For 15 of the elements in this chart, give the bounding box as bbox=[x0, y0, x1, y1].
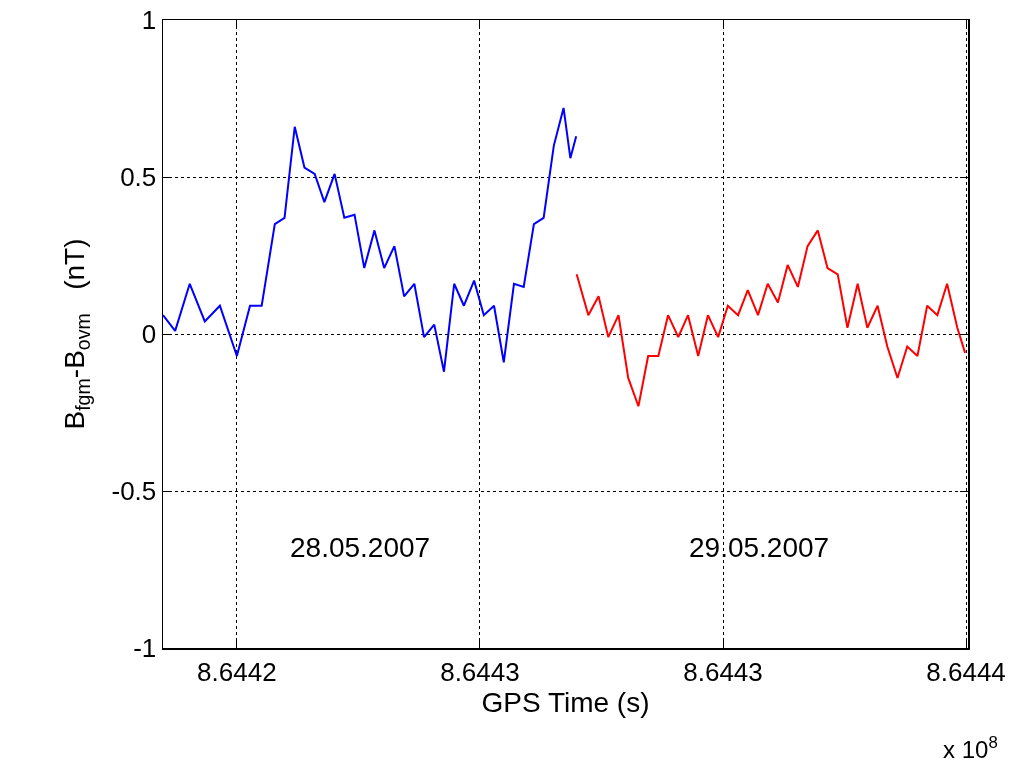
line-series bbox=[575, 229, 967, 408]
y-tick-label: -1 bbox=[133, 633, 157, 664]
line-series bbox=[163, 106, 578, 373]
x-tick-label: 8.6443 bbox=[440, 656, 520, 687]
y-tick-label: -0.5 bbox=[111, 476, 157, 507]
y-tick-label: 0 bbox=[141, 319, 157, 350]
annotation: 29.05.2007 bbox=[689, 532, 830, 563]
x-tick-label: 8.6443 bbox=[683, 656, 763, 687]
text: x 10$^{8}$ bbox=[943, 733, 998, 764]
x-tick-label: 8.6442 bbox=[197, 656, 277, 687]
y-tick-label: 0.5 bbox=[120, 162, 157, 193]
x-tick-label: 8.6444 bbox=[926, 656, 1006, 687]
annotation: 28.05.2007 bbox=[290, 532, 431, 563]
x-axis-title: GPS Time (s) bbox=[481, 686, 650, 718]
y-tick-label: 1 bbox=[141, 5, 157, 36]
